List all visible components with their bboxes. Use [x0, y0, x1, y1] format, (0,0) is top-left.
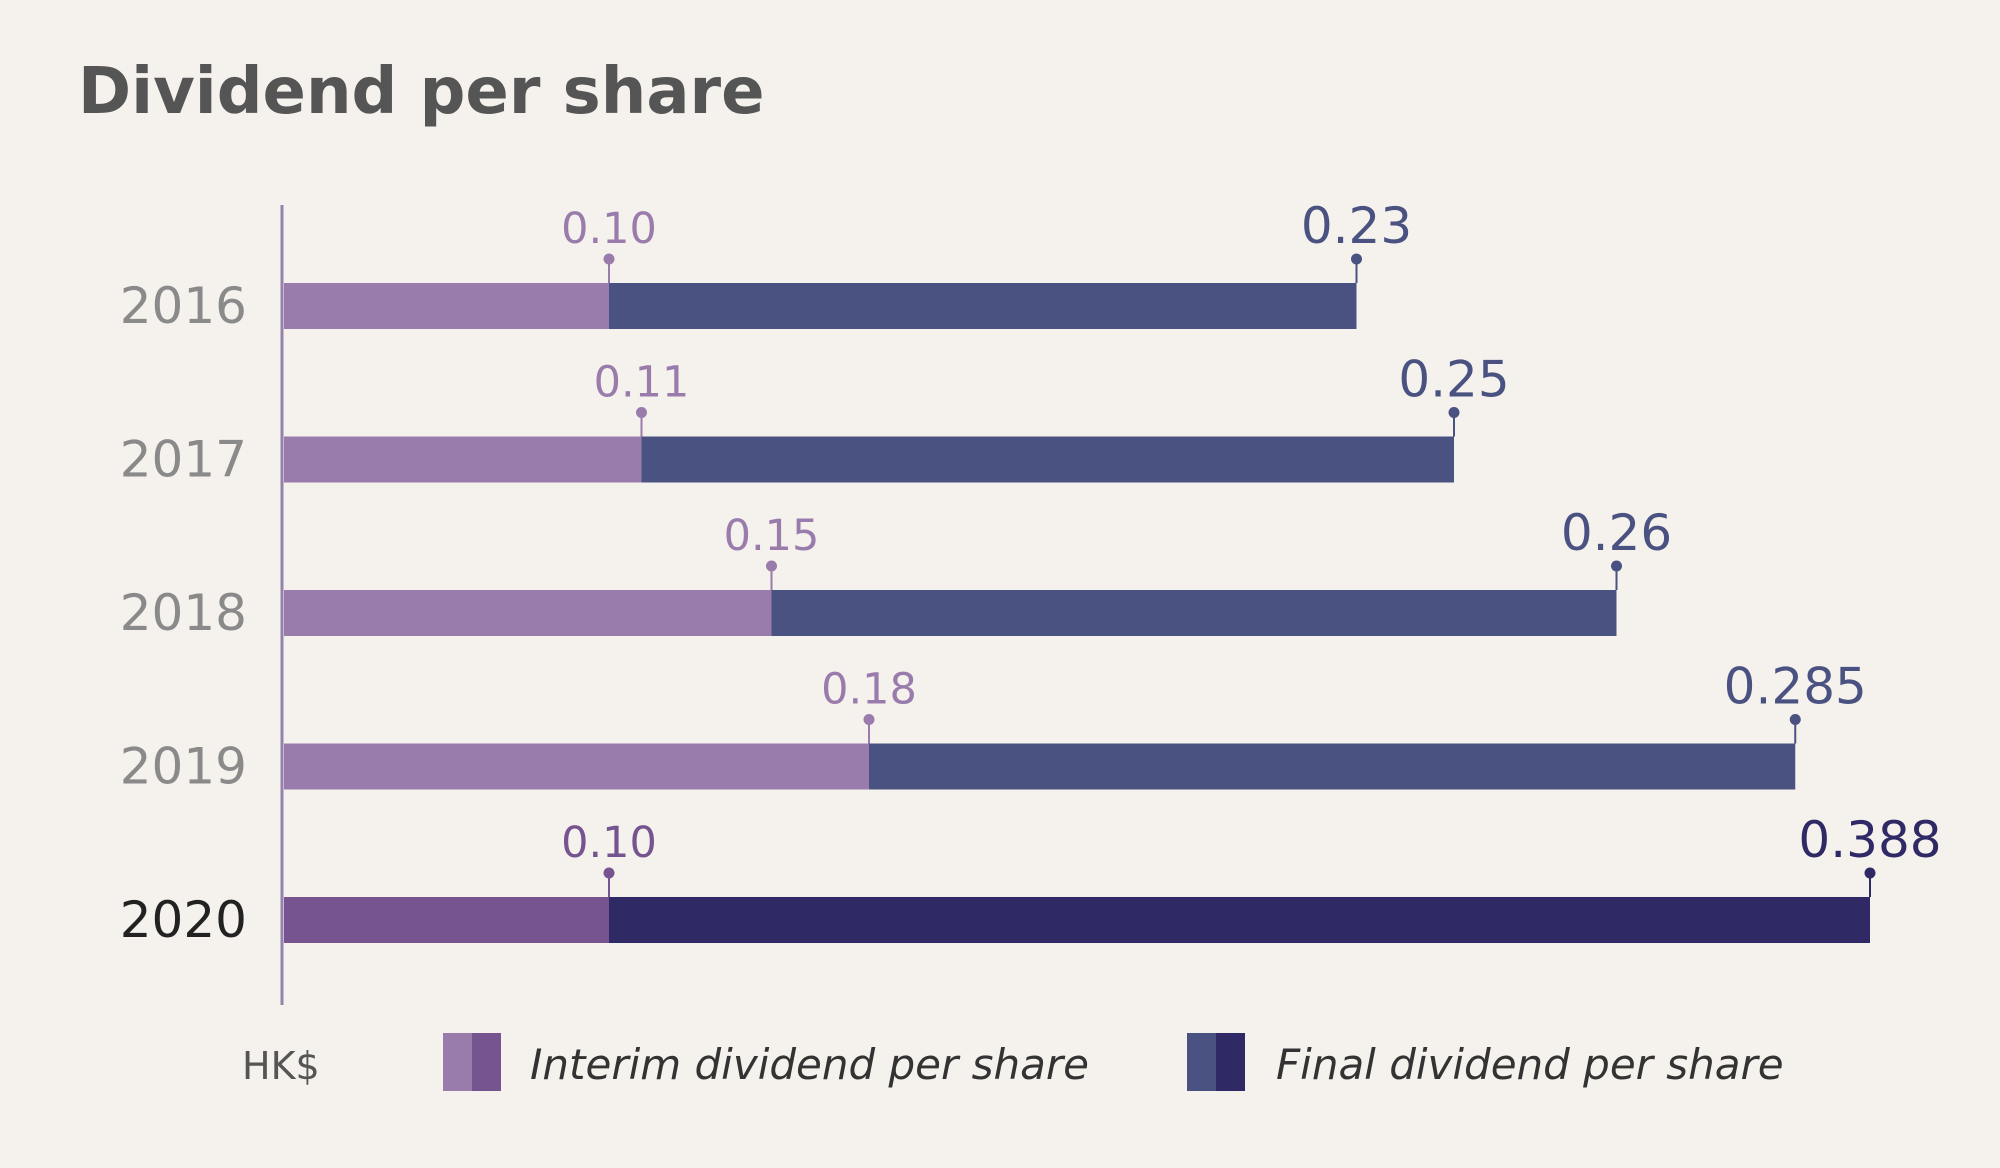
- bars-layer: 2016 0.10 0.23 2017 0.11 0.25 2018 0.15 0.26 2019…: [120, 197, 1942, 949]
- final-bar: [869, 743, 1796, 790]
- year-label: 2017: [120, 431, 247, 489]
- final-bar: [609, 897, 1870, 943]
- interim-bar: [284, 743, 869, 790]
- bar-row-2020: 2020 0.10 0.388: [120, 811, 1942, 949]
- interim-bar: [284, 590, 772, 636]
- final-marker-dot: [1864, 867, 1876, 879]
- interim-bar: [284, 897, 609, 943]
- interim-value-label: 0.10: [561, 818, 657, 868]
- final-marker-dot: [1448, 407, 1460, 418]
- legend-swatch-light: [443, 1033, 472, 1091]
- interim-marker-dot: [603, 867, 615, 879]
- final-bar: [771, 590, 1617, 636]
- bar-row-2019: 2019 0.18 0.285: [120, 658, 1867, 796]
- interim-value-label: 0.15: [724, 511, 820, 561]
- final-marker-dot: [1789, 714, 1801, 725]
- interim-marker-dot: [636, 407, 647, 418]
- legend-label: Final dividend per share: [1276, 1040, 1784, 1089]
- interim-value-label: 0.10: [561, 204, 657, 254]
- final-marker-dot: [1611, 560, 1622, 572]
- year-label: 2016: [120, 277, 247, 335]
- legend: Interim dividend per share Final dividend…: [443, 1033, 1784, 1091]
- bar-row-2018: 2018 0.15 0.26: [120, 504, 1672, 642]
- interim-value-label: 0.11: [594, 358, 690, 408]
- final-bar: [641, 436, 1454, 483]
- final-value-label: 0.25: [1398, 351, 1509, 409]
- interim-marker-dot: [766, 560, 777, 572]
- legend-swatch-dark: [472, 1033, 501, 1091]
- legend-swatch-dark: [1216, 1033, 1245, 1091]
- legend-item-interim: Interim dividend per share: [443, 1033, 1089, 1091]
- legend-label: Interim dividend per share: [530, 1040, 1089, 1089]
- interim-marker-dot: [863, 714, 875, 725]
- unit-label: HK$: [242, 1044, 320, 1088]
- interim-marker-dot: [603, 253, 615, 265]
- final-value-label: 0.388: [1798, 811, 1941, 869]
- interim-bar: [284, 436, 642, 483]
- interim-value-label: 0.18: [821, 665, 917, 715]
- bar-row-2017: 2017 0.11 0.25: [120, 351, 1510, 489]
- legend-item-final: Final dividend per share: [1187, 1033, 1784, 1091]
- bar-row-2016: 2016 0.10 0.23: [120, 197, 1412, 335]
- chart-title: Dividend per share: [78, 55, 764, 129]
- final-marker-dot: [1351, 253, 1362, 265]
- final-value-label: 0.285: [1724, 658, 1867, 716]
- legend-swatch-light: [1187, 1033, 1216, 1091]
- interim-bar: [284, 283, 609, 329]
- year-label: 2020: [120, 891, 247, 949]
- year-label: 2019: [120, 738, 247, 796]
- final-bar: [609, 283, 1357, 329]
- final-value-label: 0.26: [1561, 504, 1672, 562]
- final-value-label: 0.23: [1301, 197, 1412, 255]
- year-label: 2018: [120, 584, 247, 642]
